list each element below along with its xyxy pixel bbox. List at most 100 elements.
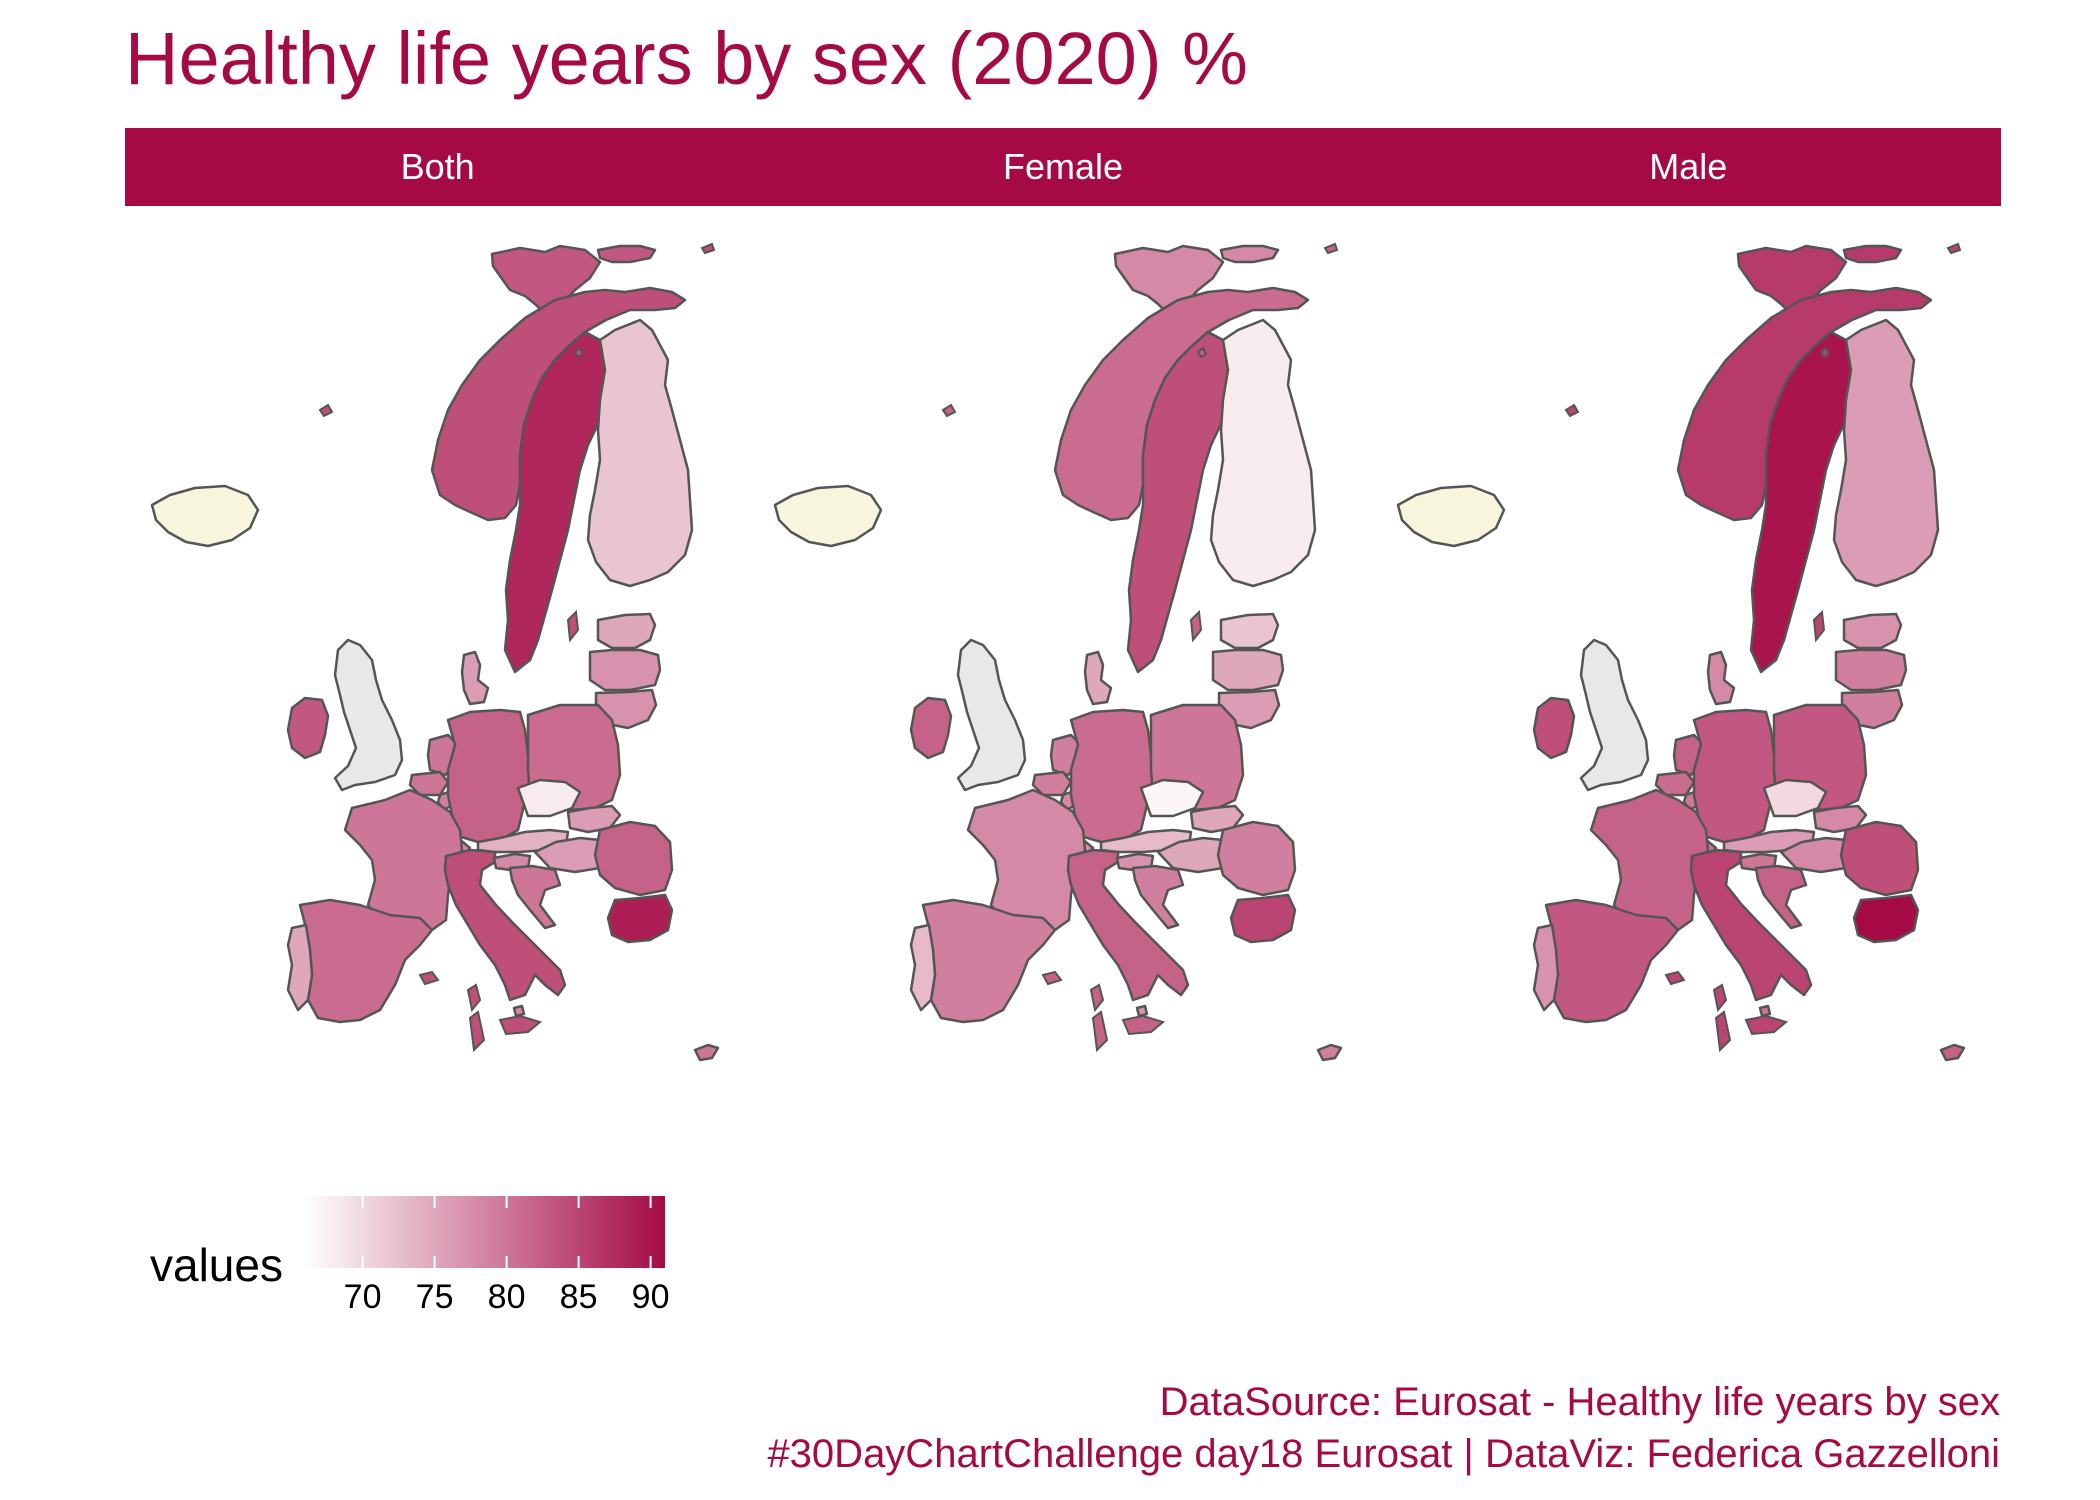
country-lv [588, 648, 662, 692]
country-ie [286, 696, 330, 760]
country-hr [1131, 864, 1185, 930]
island-6 [1819, 346, 1831, 359]
country-it [1689, 848, 1813, 1002]
country-it [443, 848, 567, 1002]
country-ee [596, 612, 657, 650]
country-is [1396, 484, 1506, 548]
country-is [773, 484, 883, 548]
country-se [1749, 330, 1858, 674]
country-es [1544, 898, 1680, 1024]
island-0 [1189, 609, 1203, 643]
country-sk [566, 804, 622, 834]
country-de [1692, 708, 1778, 844]
country-bg [606, 893, 674, 944]
country-uk [333, 638, 404, 792]
country-dk [460, 650, 490, 706]
map-panel-male [1396, 242, 1966, 1062]
island-5 [941, 403, 957, 418]
country-fi [586, 318, 694, 588]
country-fr [966, 788, 1087, 934]
facet-label-female: Female [1002, 146, 1124, 187]
country-pt [1532, 923, 1560, 1012]
country-no [1053, 286, 1310, 522]
island-4 [1041, 970, 1063, 986]
country-es [921, 898, 1057, 1024]
country-bg [1852, 893, 1920, 944]
country-it [1066, 848, 1190, 1002]
country-ee [1219, 612, 1280, 650]
island-0 [1812, 609, 1826, 643]
country-fi [1832, 318, 1940, 588]
island-3 [1744, 1014, 1789, 1036]
country-ie [1532, 696, 1576, 760]
island-4 [1664, 970, 1686, 986]
country-fi [1209, 318, 1317, 588]
island-3 [1121, 1014, 1166, 1036]
country-ee [1842, 612, 1903, 650]
chart-title: Healthy life years by sex (2020) % [125, 17, 1248, 100]
facet-label-both: Both [400, 146, 475, 187]
country-fr [343, 788, 464, 934]
island-6 [573, 346, 585, 359]
map-panel-female [773, 242, 1343, 1062]
country-pt [286, 923, 314, 1012]
country-mt [1135, 1004, 1149, 1018]
caption-credit: #30DayChartChallenge day18 Eurosat | Dat… [767, 1432, 2000, 1476]
country-sk [1812, 804, 1868, 834]
country-fr [1589, 788, 1710, 934]
country-uk [1579, 638, 1650, 792]
country-hr [508, 864, 562, 930]
island-2 [1091, 1010, 1109, 1053]
country-de [446, 708, 532, 844]
country-cz [1762, 778, 1828, 818]
country-ro [1839, 820, 1920, 897]
country-dk [1706, 650, 1736, 706]
island-1 [466, 983, 482, 1013]
island-5 [318, 403, 334, 418]
country-es [298, 898, 434, 1024]
island-2 [1714, 1010, 1732, 1053]
country-cy [693, 1043, 720, 1062]
country-ro [593, 820, 674, 897]
country-mt [512, 1004, 526, 1018]
island-0 [566, 609, 580, 643]
country-is [150, 484, 260, 548]
island-1 [1089, 983, 1105, 1013]
country-cy [1939, 1043, 1966, 1062]
country-no [1676, 286, 1933, 522]
map-panel-both [150, 242, 720, 1062]
legend-title: values [150, 1239, 283, 1291]
country-se [503, 330, 612, 674]
country-mt [1758, 1004, 1772, 1018]
island-4 [418, 970, 440, 986]
country-uk [956, 638, 1027, 792]
island-1 [1712, 983, 1728, 1013]
country-ie [909, 696, 953, 760]
island-2 [468, 1010, 486, 1053]
country-cz [1139, 778, 1205, 818]
country-pt [909, 923, 937, 1012]
country-bg [1229, 893, 1297, 944]
country-no [430, 286, 687, 522]
island-7 [1946, 242, 1962, 255]
country-se [1126, 330, 1235, 674]
caption: DataSource: Eurosat - Healthy life years… [767, 1376, 2000, 1480]
country-lv [1834, 648, 1908, 692]
country-dk [1083, 650, 1113, 706]
country-ro [1216, 820, 1297, 897]
island-5 [1564, 403, 1580, 418]
island-7 [700, 242, 716, 255]
country-cy [1316, 1043, 1343, 1062]
island-6 [1196, 346, 1208, 359]
facet-strip: Both Female Male [125, 128, 2001, 206]
country-sk [1189, 804, 1245, 834]
country-hr [1754, 864, 1808, 930]
island-3 [498, 1014, 543, 1036]
caption-source: DataSource: Eurosat - Healthy life years… [1159, 1380, 2000, 1424]
facet-label-male: Male [1649, 146, 1728, 187]
country-de [1069, 708, 1155, 844]
country-cz [516, 778, 582, 818]
island-7 [1323, 242, 1339, 255]
country-lv [1211, 648, 1285, 692]
